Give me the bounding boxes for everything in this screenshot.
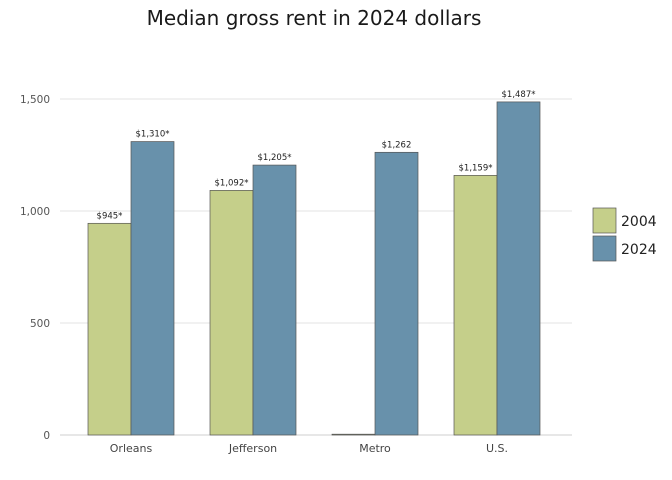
chart-title: Median gross rent in 2024 dollars xyxy=(146,6,482,30)
x-axis-ticks: Orleans Jefferson Metro U.S. xyxy=(110,442,508,455)
legend-swatch-2024 xyxy=(592,235,617,262)
legend[interactable]: 2004 2024 xyxy=(592,207,657,262)
legend-label-2004[interactable]: 2004 xyxy=(621,214,657,230)
legend-swatch-2004 xyxy=(592,207,617,234)
bar-2004-metro xyxy=(331,433,376,436)
y-axis-ticks: 0 500 1,000 1,500 xyxy=(20,94,50,442)
data-label: $1,205* xyxy=(258,153,292,163)
legend-label-2024[interactable]: 2024 xyxy=(621,242,657,258)
x-tick-label: Jefferson xyxy=(228,442,277,455)
bar-2024-orleans xyxy=(130,141,175,436)
y-tick-label: 1,000 xyxy=(20,206,50,218)
y-tick-label: 1,500 xyxy=(20,94,50,106)
x-tick-label: U.S. xyxy=(486,442,508,455)
data-label: $1,310* xyxy=(136,130,170,140)
y-tick-label: 500 xyxy=(30,318,50,330)
x-tick-label: Orleans xyxy=(110,442,153,455)
data-label: $1,262 xyxy=(382,140,412,150)
bars xyxy=(87,101,541,436)
bar-2024-metro xyxy=(374,151,419,436)
bar-2004-us xyxy=(453,175,498,436)
y-tick-label: 0 xyxy=(43,430,50,442)
data-label: $1,487* xyxy=(502,90,536,100)
x-tick-label: Metro xyxy=(359,442,391,455)
data-label: $1,092* xyxy=(215,178,249,188)
data-label: $1,159* xyxy=(459,163,493,173)
bar-2024-jefferson xyxy=(252,164,297,436)
data-labels: $945* $1,310* $1,092* $1,205* $1,262 $1,159* $… xyxy=(97,90,536,221)
bar-2004-orleans xyxy=(87,222,132,436)
bar-2024-us xyxy=(496,101,541,436)
data-label: $945* xyxy=(97,211,123,221)
bar-2004-jefferson xyxy=(209,190,254,436)
